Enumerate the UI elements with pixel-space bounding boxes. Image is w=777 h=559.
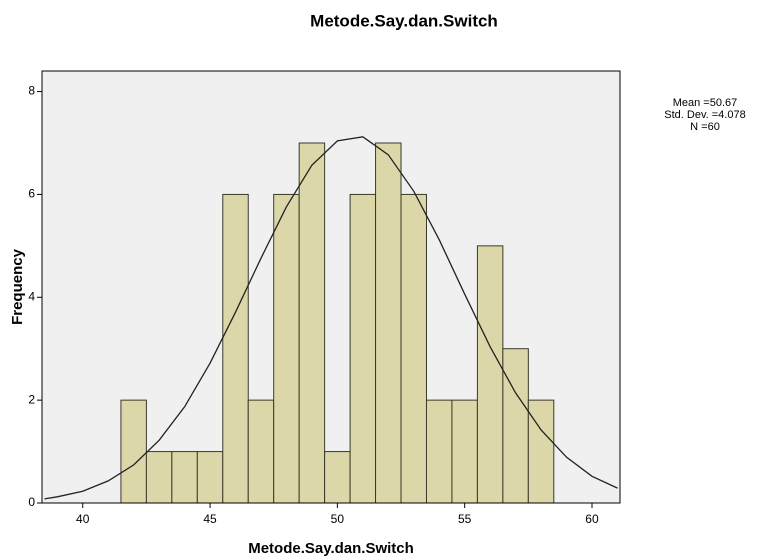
bar bbox=[375, 142, 402, 504]
bar bbox=[120, 399, 147, 504]
bar bbox=[349, 193, 377, 504]
bar bbox=[527, 399, 555, 504]
bar bbox=[222, 193, 249, 504]
bar bbox=[298, 142, 326, 504]
plot-border bbox=[41, 70, 621, 504]
x-axis-label: Metode.Say.dan.Switch bbox=[248, 540, 414, 557]
chart-title: Metode.Say.dan.Switch bbox=[310, 11, 498, 30]
bar bbox=[502, 348, 529, 504]
x-tick-label: 50 bbox=[331, 512, 345, 526]
y-tick-label: 6 bbox=[28, 187, 35, 201]
x-tick-label: 40 bbox=[76, 512, 90, 526]
bar bbox=[145, 451, 173, 504]
stat-text: Std. Dev. =4.078 bbox=[664, 109, 745, 121]
y-axis-label: Frequency bbox=[9, 248, 26, 325]
bar bbox=[400, 193, 427, 504]
bar bbox=[196, 451, 224, 504]
y-tick-label: 0 bbox=[28, 495, 35, 509]
x-tick-label: 60 bbox=[585, 512, 599, 526]
bar bbox=[171, 451, 198, 504]
y-tick-label: 2 bbox=[28, 392, 35, 406]
x-tick-label: 45 bbox=[203, 512, 217, 526]
y-tick-label: 8 bbox=[28, 84, 35, 98]
x-tick-label: 55 bbox=[458, 512, 472, 526]
y-tick-label: 4 bbox=[28, 289, 35, 303]
stat-text: Mean =50.67 bbox=[673, 97, 738, 109]
normal-curve bbox=[44, 136, 618, 500]
bar bbox=[476, 245, 504, 504]
bar bbox=[324, 451, 351, 504]
bar bbox=[247, 399, 275, 504]
bar bbox=[425, 399, 453, 504]
stat-text: N =60 bbox=[690, 121, 720, 133]
bar bbox=[273, 193, 300, 504]
bar bbox=[451, 399, 478, 504]
